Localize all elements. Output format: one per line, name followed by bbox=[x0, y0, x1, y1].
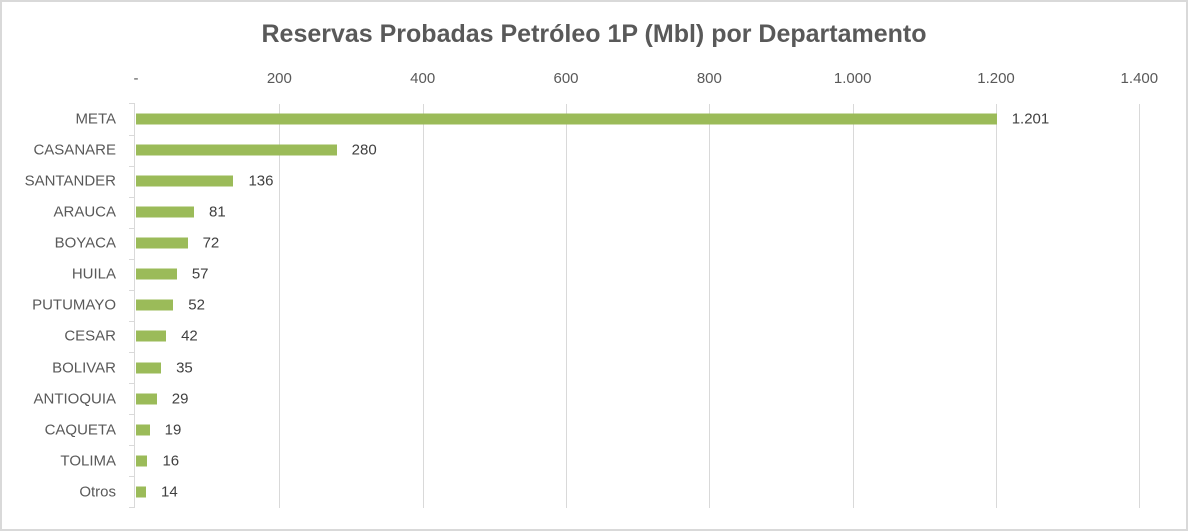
value-label: 72 bbox=[202, 234, 220, 252]
y-axis-line bbox=[134, 104, 135, 508]
gridline bbox=[1139, 104, 1140, 508]
x-tick-label: 1.400 bbox=[1120, 70, 1159, 87]
x-tick-label: 600 bbox=[553, 70, 579, 87]
value-label: 14 bbox=[161, 483, 178, 501]
category-label: SANTANDER bbox=[24, 172, 116, 190]
category-label: TOLIMA bbox=[60, 452, 116, 470]
category-label: PUTUMAYO bbox=[32, 296, 116, 314]
value-label: 1.201 bbox=[1011, 110, 1050, 128]
value-label: 81 bbox=[209, 203, 226, 221]
axis-tick bbox=[129, 135, 135, 136]
axis-tick bbox=[129, 507, 135, 508]
axis-tick bbox=[129, 259, 135, 260]
value-label: 136 bbox=[248, 172, 274, 190]
category-label: HUILA bbox=[71, 265, 116, 283]
bar bbox=[136, 299, 174, 311]
category-label: CESAR bbox=[64, 327, 116, 345]
axis-tick bbox=[129, 103, 135, 104]
axis-tick bbox=[129, 166, 135, 167]
axis-tick bbox=[129, 290, 135, 291]
bar bbox=[136, 175, 234, 187]
bar bbox=[136, 330, 167, 342]
axis-tick bbox=[129, 383, 135, 384]
chart-title: Reservas Probadas Petróleo 1P (Mbl) por … bbox=[261, 20, 927, 48]
category-label: BOLIVAR bbox=[52, 359, 116, 377]
bar bbox=[136, 268, 177, 280]
gridline bbox=[996, 104, 997, 508]
x-tick-label: - bbox=[133, 70, 139, 87]
bar bbox=[136, 113, 997, 125]
bar bbox=[136, 362, 162, 374]
bar bbox=[136, 393, 157, 405]
bar bbox=[136, 237, 188, 249]
category-label: CASANARE bbox=[33, 141, 116, 159]
x-tick-label: 800 bbox=[696, 70, 722, 87]
gridline bbox=[279, 104, 280, 508]
value-label: 29 bbox=[171, 390, 189, 408]
value-label: 280 bbox=[351, 141, 377, 159]
bar bbox=[136, 455, 148, 467]
x-tick-label: 1.000 bbox=[833, 70, 872, 87]
axis-tick bbox=[129, 445, 135, 446]
category-label: ANTIOQUIA bbox=[33, 390, 116, 408]
category-label: BOYACA bbox=[54, 234, 116, 252]
bar bbox=[136, 424, 150, 436]
category-label: META bbox=[75, 110, 116, 128]
gridline bbox=[853, 104, 854, 508]
category-label: Otros bbox=[79, 483, 116, 501]
axis-tick bbox=[129, 352, 135, 353]
value-label: 35 bbox=[176, 359, 193, 377]
bar bbox=[136, 206, 195, 218]
axis-tick bbox=[129, 321, 135, 322]
category-label: ARAUCA bbox=[53, 203, 116, 221]
value-label: 42 bbox=[181, 327, 198, 345]
value-label: 57 bbox=[191, 265, 209, 283]
axis-tick bbox=[129, 414, 135, 415]
value-label: 19 bbox=[164, 421, 182, 439]
x-tick-label: 1.200 bbox=[977, 70, 1015, 87]
bar bbox=[136, 486, 147, 498]
x-tick-label: 400 bbox=[410, 70, 436, 87]
axis-tick bbox=[129, 228, 135, 229]
gridline bbox=[423, 104, 424, 508]
gridline bbox=[709, 104, 710, 508]
value-label: 52 bbox=[188, 296, 205, 314]
bar bbox=[136, 144, 337, 156]
gridline bbox=[566, 104, 567, 508]
x-tick-label: 200 bbox=[266, 70, 292, 87]
axis-tick bbox=[129, 197, 135, 198]
axis-tick bbox=[129, 476, 135, 477]
category-label: CAQUETA bbox=[44, 421, 116, 439]
value-label: 16 bbox=[162, 452, 180, 470]
